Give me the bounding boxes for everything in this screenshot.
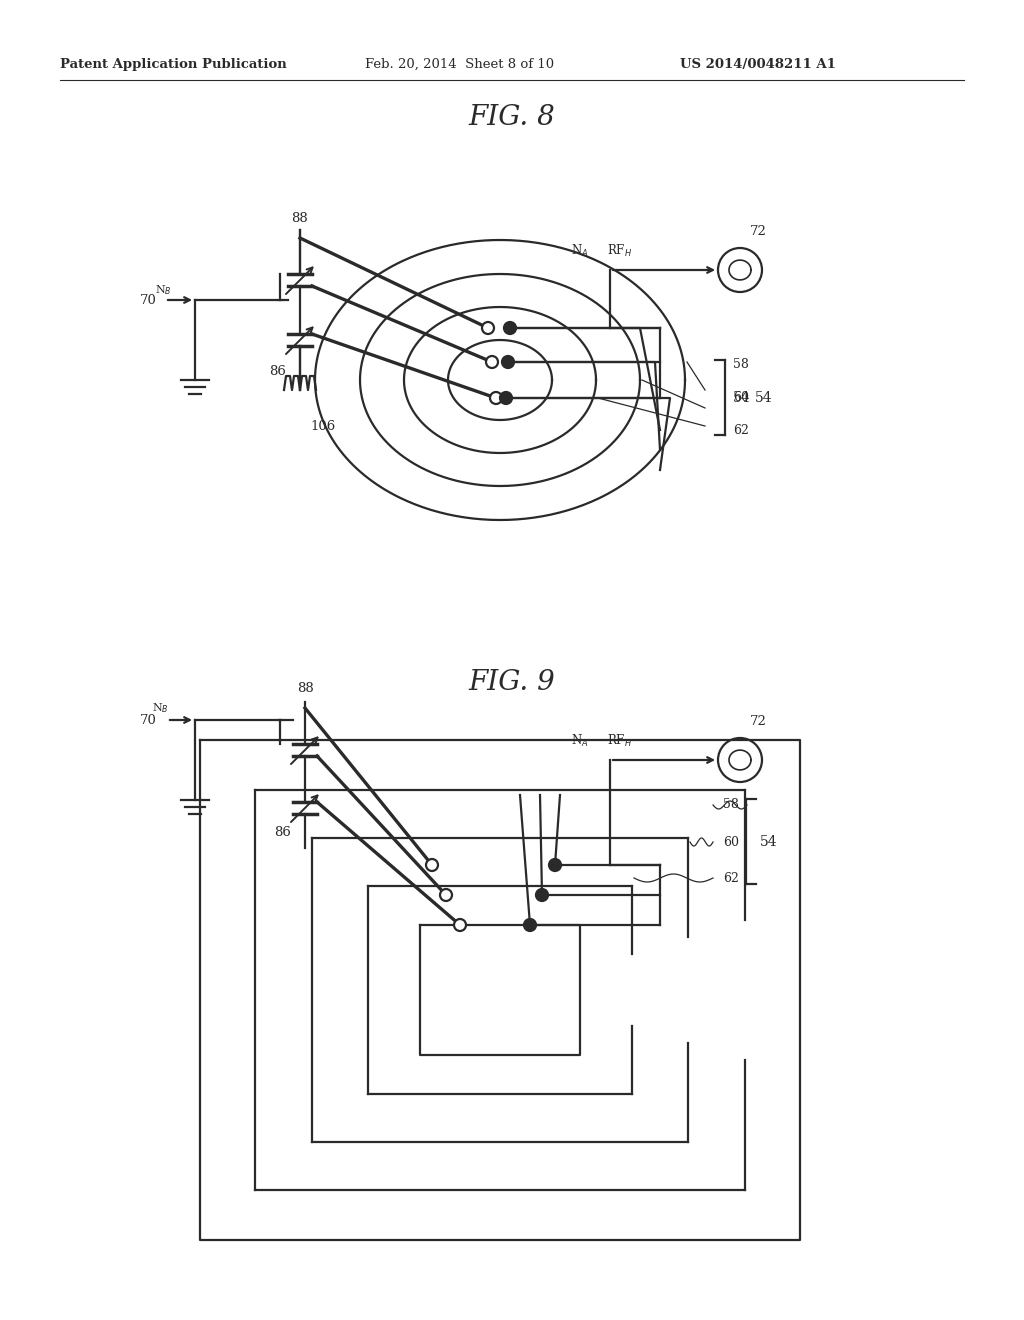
Text: RF$_H$: RF$_H$ — [607, 243, 633, 259]
Circle shape — [454, 919, 466, 931]
Text: 60: 60 — [733, 391, 749, 404]
Text: RF$_H$: RF$_H$ — [607, 733, 633, 750]
Text: 62: 62 — [723, 871, 739, 884]
Text: 54: 54 — [733, 391, 751, 404]
Circle shape — [504, 322, 516, 334]
Text: N$_B$: N$_B$ — [152, 701, 169, 715]
Circle shape — [718, 738, 762, 781]
Text: FIG. 9: FIG. 9 — [469, 669, 555, 696]
Text: 88: 88 — [297, 682, 313, 696]
Text: 58: 58 — [723, 799, 739, 812]
Text: Patent Application Publication: Patent Application Publication — [60, 58, 287, 71]
Circle shape — [718, 248, 762, 292]
Text: Feb. 20, 2014  Sheet 8 of 10: Feb. 20, 2014 Sheet 8 of 10 — [365, 58, 554, 71]
Circle shape — [486, 356, 498, 368]
Text: 86: 86 — [274, 826, 292, 840]
Text: 88: 88 — [292, 213, 308, 224]
Circle shape — [549, 859, 561, 871]
Circle shape — [524, 919, 536, 931]
Text: 54: 54 — [755, 391, 773, 404]
Text: N$_A$: N$_A$ — [571, 243, 589, 259]
Text: N$_A$: N$_A$ — [571, 733, 589, 750]
Text: FIG. 8: FIG. 8 — [469, 104, 555, 131]
Circle shape — [490, 392, 502, 404]
Text: 60: 60 — [723, 836, 739, 849]
Text: N$_B$: N$_B$ — [155, 282, 172, 297]
Text: 72: 72 — [750, 224, 766, 238]
Circle shape — [426, 859, 438, 871]
Circle shape — [502, 356, 514, 368]
Circle shape — [482, 322, 494, 334]
Text: 58: 58 — [733, 359, 749, 371]
Text: 54: 54 — [760, 834, 777, 849]
Text: 106: 106 — [310, 420, 335, 433]
Circle shape — [500, 392, 512, 404]
Text: 86: 86 — [269, 366, 287, 378]
Text: 72: 72 — [750, 715, 766, 729]
Text: 62: 62 — [733, 424, 749, 437]
Text: 70: 70 — [140, 714, 157, 726]
Circle shape — [440, 888, 452, 902]
Text: US 2014/0048211 A1: US 2014/0048211 A1 — [680, 58, 836, 71]
Circle shape — [536, 888, 548, 902]
Text: 70: 70 — [140, 293, 157, 306]
